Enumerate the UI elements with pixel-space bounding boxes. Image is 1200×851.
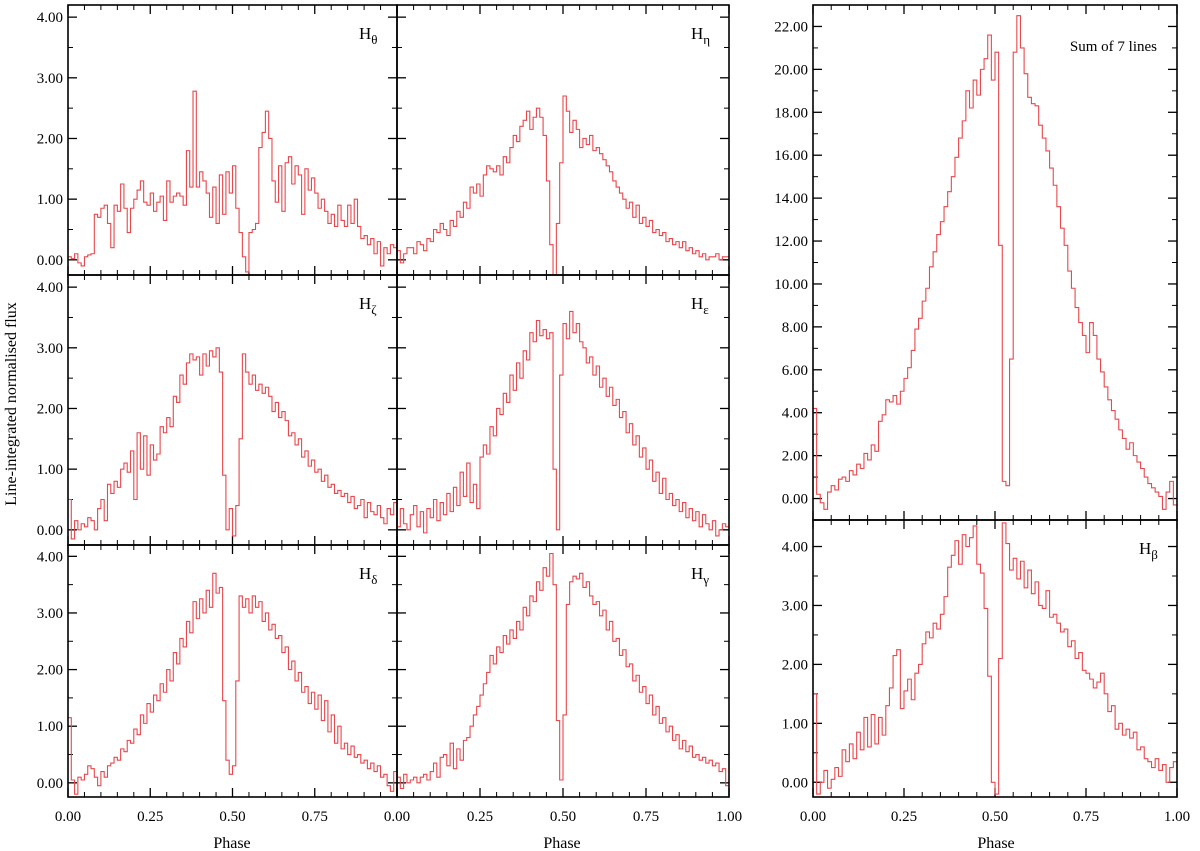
h-theta-ytick-label: 2.00 xyxy=(37,131,63,147)
h-delta-ytick-label: 1.00 xyxy=(37,719,63,735)
h-zeta-ytick-label: 4.00 xyxy=(37,280,63,296)
h-delta-xtick-label: 0.75 xyxy=(302,809,328,825)
h-theta-label: Hθ xyxy=(359,24,378,47)
h-theta-ytick-label: 1.00 xyxy=(37,192,63,208)
h-gamma-panel: 0.00 0.25 0.50 0.75 1.00 Hγ xyxy=(384,544,742,825)
h-gamma-xtick-label: 1.00 xyxy=(716,809,742,825)
h-delta-label: Hδ xyxy=(359,564,377,587)
h-theta-ytick-label: 4.00 xyxy=(37,10,63,26)
h-beta-xtick-label: 0.50 xyxy=(982,809,1008,825)
h-eta-label-main: H xyxy=(691,24,703,43)
h-beta-ytick-label: 4.00 xyxy=(782,540,808,556)
h-gamma-xtick-label: 0.00 xyxy=(384,809,410,825)
x-axis-label-middle: Phase xyxy=(543,835,580,851)
h-theta-frame xyxy=(67,4,398,276)
h-zeta-ytick-label: 0.00 xyxy=(37,523,63,539)
h-beta-frame xyxy=(812,519,1178,798)
h-beta-label-sub: β xyxy=(1151,547,1158,562)
h-beta-label: Hβ xyxy=(1139,539,1158,562)
h-zeta-ytick-label: 1.00 xyxy=(37,462,63,478)
h-delta-label-main: H xyxy=(359,564,371,583)
h-gamma-xtick-label: 0.75 xyxy=(633,809,659,825)
h-delta-ytick-label: 2.00 xyxy=(37,663,63,679)
sum-of-7-ytick-label: 0.00 xyxy=(782,492,808,508)
h-beta-xtick-label: 0.00 xyxy=(800,809,826,825)
sum-of-7-ytick-label: 14.00 xyxy=(774,191,808,207)
h-delta-ytick-label: 4.00 xyxy=(37,549,63,565)
sum-of-7-series-line xyxy=(813,15,1177,510)
sum-of-7-ytick-label: 4.00 xyxy=(782,406,808,422)
h-beta-ytick-label: 3.00 xyxy=(782,598,808,614)
h-theta-ytick-label: 0.00 xyxy=(37,253,63,269)
h-delta-xtick-label: 0.00 xyxy=(55,809,81,825)
sum-of-7-ytick-label: 16.00 xyxy=(774,148,808,164)
sum-of-7-ytick-label: 8.00 xyxy=(782,320,808,336)
h-epsilon-label: Hε xyxy=(691,294,709,317)
h-zeta-frame xyxy=(67,274,398,546)
h-zeta-label-main: H xyxy=(359,294,371,313)
h-beta-ytick-label: 1.00 xyxy=(782,716,808,732)
h-epsilon-series-line xyxy=(397,310,729,537)
sum-of-7-ytick-label: 12.00 xyxy=(774,234,808,250)
h-gamma-label: Hγ xyxy=(691,564,709,587)
sum-of-7-ytick-label: 18.00 xyxy=(774,105,808,121)
h-theta-series-line xyxy=(68,90,397,273)
h-gamma-label-main: H xyxy=(691,564,703,583)
h-delta-xtick-label: 0.25 xyxy=(137,809,163,825)
h-theta-label-main: H xyxy=(359,24,371,43)
h-theta-label-sub: θ xyxy=(371,32,377,47)
h-zeta-label-sub: ζ xyxy=(371,302,377,317)
h-gamma-xtick-label: 0.25 xyxy=(467,809,493,825)
h-beta-xtick-label: 1.00 xyxy=(1164,809,1190,825)
h-beta-xtick-label: 0.25 xyxy=(891,809,917,825)
h-delta-panel: 0.00 1.00 2.00 3.00 4.00 0.00 0.25 0.50 0.75 Hδ xyxy=(37,544,398,825)
h-theta-panel: 0.00 1.00 2.00 3.00 4.00 Hθ xyxy=(37,4,398,276)
h-delta-ytick-label: 0.00 xyxy=(37,776,63,792)
h-beta-ytick-label: 0.00 xyxy=(782,775,808,791)
x-axis-label-left: Phase xyxy=(213,835,250,851)
h-gamma-label-sub: γ xyxy=(702,572,709,587)
h-beta-xtick-label: 0.75 xyxy=(1073,809,1099,825)
h-epsilon-label-main: H xyxy=(691,294,703,313)
h-gamma-series-line xyxy=(397,552,729,790)
sum-of-7-frame xyxy=(812,4,1178,521)
h-zeta-panel: 0.00 1.00 2.00 3.00 4.00 Hζ xyxy=(37,274,398,546)
h-beta-series-line xyxy=(813,522,1177,795)
h-zeta-series-line xyxy=(68,347,397,540)
sum-of-7-ytick-label: 20.00 xyxy=(774,62,808,78)
sum-of-7-panel: 0.00 2.00 4.00 6.00 8.00 10.00 12.00 14.00 16.00… xyxy=(774,4,1178,521)
sum-of-7-ytick-label: 2.00 xyxy=(782,449,808,465)
h-eta-label: Hη xyxy=(691,24,710,47)
h-delta-xtick-label: 0.50 xyxy=(219,809,245,825)
sum-of-7-ytick-label: 22.00 xyxy=(774,19,808,35)
sum-of-7-ytick-label: 10.00 xyxy=(774,277,808,293)
h-eta-label-sub: η xyxy=(703,32,710,47)
x-axis-label-right: Phase xyxy=(977,835,1014,851)
sum-of-7-ytick-label: 6.00 xyxy=(782,363,808,379)
h-zeta-label: Hζ xyxy=(359,294,377,317)
h-theta-ytick-label: 3.00 xyxy=(37,71,63,87)
sum-of-7-label: Sum of 7 lines xyxy=(1070,39,1157,55)
h-eta-series-line xyxy=(397,95,729,276)
h-beta-panel: 0.00 1.00 2.00 3.00 4.00 0.00 0.25 0.50 0.75 1.00… xyxy=(782,519,1190,825)
h-zeta-ytick-label: 3.00 xyxy=(37,341,63,357)
h-eta-panel: Hη xyxy=(396,4,730,276)
h-delta-ytick-label: 3.00 xyxy=(37,606,63,622)
h-beta-label-main: H xyxy=(1139,539,1151,558)
h-delta-label-sub: δ xyxy=(371,572,377,587)
h-epsilon-label-sub: ε xyxy=(703,302,709,317)
h-gamma-frame xyxy=(396,544,730,798)
h-zeta-ytick-label: 2.00 xyxy=(37,401,63,417)
h-beta-ytick-label: 2.00 xyxy=(782,657,808,673)
y-axis-label: Line-integrated normalised flux xyxy=(3,302,20,505)
h-delta-series-line xyxy=(68,572,397,795)
h-gamma-xtick-label: 0.50 xyxy=(550,809,576,825)
h-epsilon-panel: Hε xyxy=(396,274,730,546)
